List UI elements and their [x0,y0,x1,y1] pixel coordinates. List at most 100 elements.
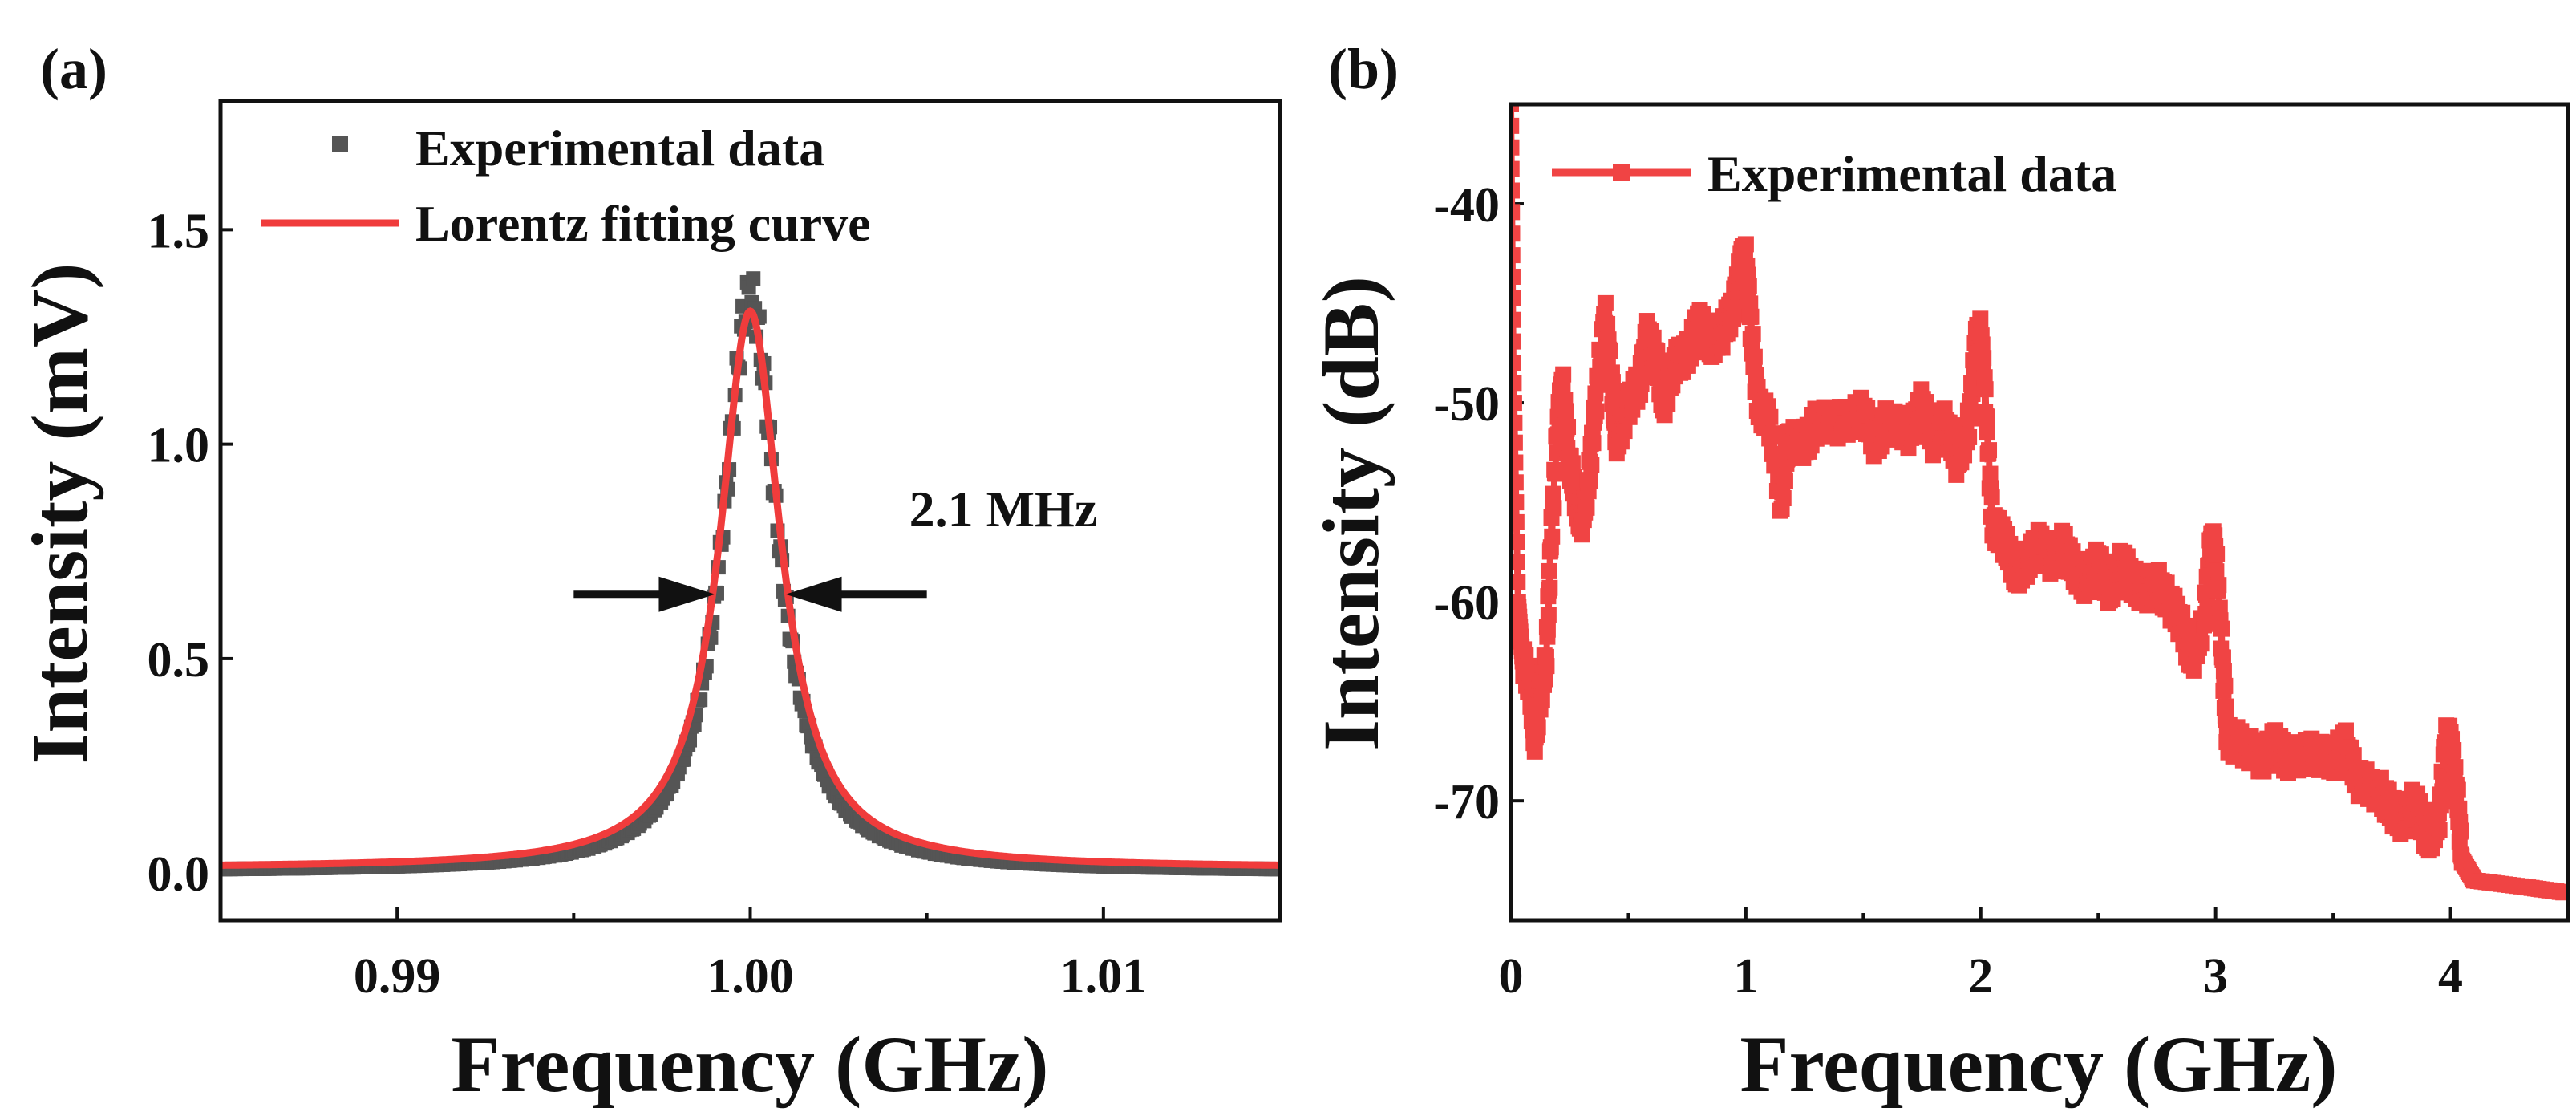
plot-area [221,271,1280,877]
data-point [1511,290,1521,306]
data-point [1511,474,1524,491]
data-point [2197,605,2214,622]
data-point [2445,742,2462,759]
data-point [1533,692,1550,708]
x-tick-label: 1.01 [1060,949,1148,1004]
data-point [1511,117,1520,134]
data-point [1737,236,1754,253]
data-point [1977,381,1994,398]
plot-frame [1509,102,2570,923]
data-point [1511,454,1524,471]
legend-label-experimental-b: Experimental data [1707,145,2116,202]
data-point [1765,425,1782,442]
data-point [1975,350,1992,367]
data-point [1645,329,1662,346]
data-point [1511,139,1520,156]
data-point [2210,577,2227,594]
data-point [1545,485,1561,502]
data-point [2452,822,2469,839]
data-point [1602,343,1618,359]
data-point [1511,574,1526,590]
data-point [1582,473,1598,490]
plot-frame [218,99,1282,923]
legend-marker-experimental-b [1613,164,1630,181]
data-point [1659,396,1676,412]
data-point [1599,315,1616,332]
data-point [2451,800,2468,817]
data-point [1511,225,1521,242]
panel-a-label: (a) [40,37,107,101]
legend-marker-experimental [332,136,348,152]
data-point [1979,424,1995,441]
data-point [1972,310,1989,327]
data-point [1547,465,1564,482]
data-point [1545,500,1562,517]
data-point [2211,599,2228,616]
experimental-data-series [221,271,1280,877]
data-point [1574,526,1590,543]
data-point [2214,649,2231,666]
data-point [2174,604,2191,621]
data-point [2345,747,2362,764]
data-point [1511,434,1523,451]
experimental-data-points [1511,104,2568,901]
data-point [1511,104,1519,112]
data-point [1956,447,1973,464]
data-point [1714,339,1731,356]
y-tick-label: 1.0 [148,419,210,473]
data-point [1511,534,1525,550]
data-point [1981,442,1998,459]
y-tick-label: -50 [1433,377,1500,432]
data-point [1511,247,1521,264]
data-point [2555,884,2568,901]
data-point [2217,677,2234,694]
fwhm-annotation: 2.1 MHz [909,481,1098,538]
data-point [1564,455,1581,472]
data-point [1273,862,1280,877]
data-point [2431,822,2448,838]
data-point [2185,662,2202,679]
data-point [1982,465,1999,482]
data-point [1511,311,1521,328]
data-point [1744,326,1761,343]
data-point [1961,428,1978,445]
data-point [1511,333,1521,350]
legend-label-experimental: Experimental data [415,120,824,177]
panel-b-x-axis-label: Frequency (GHz) [1740,1020,2337,1109]
data-point [1538,658,1555,675]
data-point [1740,278,1757,294]
data-point [1511,554,1525,570]
left-arrow-head [658,576,715,612]
data-point [1540,607,1557,623]
x-tick-label: 2 [1968,949,1993,1004]
data-point [1511,355,1521,371]
data-point [1597,294,1614,311]
y-tick-label: 0.5 [148,633,210,688]
y-tick-label: -70 [1433,775,1500,830]
legend-label-lorentz: Lorentz fitting curve [415,195,871,252]
data-point [1529,719,1546,736]
data-point [746,271,761,286]
data-point [1616,423,1633,440]
data-point [2209,546,2226,563]
data-point [1541,579,1558,596]
data-point [2193,635,2210,652]
data-point [2108,584,2124,601]
panel-b-y-axis-label: Intensity (dB) [1306,276,1395,751]
data-point [1560,419,1577,436]
panel-a-y-axis-label: Intensity (mV) [15,263,104,765]
x-tick-label: 1 [1733,949,1758,1004]
data-point [1775,490,1792,507]
data-point [2412,793,2428,810]
data-point [1511,375,1522,392]
data-point [1683,350,1699,367]
y-tick-label: -60 [1433,576,1500,631]
y-tick-label: 0.0 [148,847,210,902]
data-point [1555,366,1572,383]
y-tick-label: 1.5 [148,204,210,258]
x-tick-label: 0.99 [354,949,441,1004]
data-point [1537,671,1553,688]
data-point [1511,160,1520,177]
panel-b: (b) Intensity (dB) Frequency (GHz) 0 1 2 3 4… [1306,37,2570,1109]
